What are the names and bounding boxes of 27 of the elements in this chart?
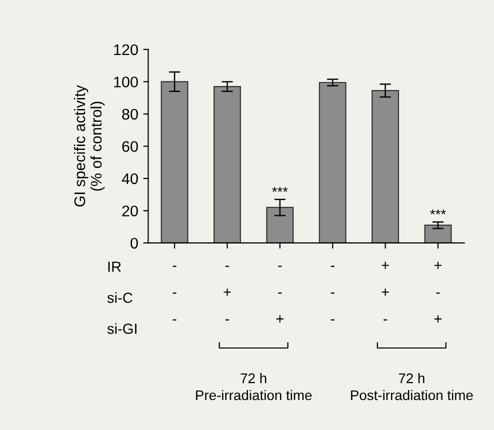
y-tick-label: 60: [122, 141, 138, 152]
category-label: - + -: [224, 266, 231, 320]
category-label: + - +: [434, 262, 442, 323]
y-tick-label: 80: [122, 108, 138, 120]
bar: [266, 206, 294, 243]
bar: [424, 224, 452, 243]
annotation: ***: [272, 186, 288, 192]
y-tick-label: 100: [114, 76, 138, 88]
bar: [318, 82, 346, 243]
category-label: + + -: [382, 262, 389, 320]
category-label: - - -: [330, 266, 334, 320]
bar: [214, 86, 241, 243]
y-axis-title: GI specific activity (% of control): [74, 85, 105, 207]
y-tick-label: 40: [122, 173, 138, 184]
text: 72 h Pre-irradiation time: [196, 373, 312, 400]
bar: [372, 90, 400, 243]
annotation: ***: [430, 210, 446, 214]
text: IR: [108, 262, 121, 272]
y-tick-label: 20: [122, 206, 138, 216]
text: si-GI: [107, 323, 136, 334]
bar: [160, 81, 188, 243]
y-tick-label: 0: [130, 238, 138, 249]
text: si-C: [107, 292, 132, 303]
category-label: - - +: [276, 266, 284, 323]
text: 72 h Post-irradiation time: [351, 373, 473, 400]
category-label: - - -: [172, 266, 176, 320]
y-tick-label: 120: [114, 44, 138, 56]
